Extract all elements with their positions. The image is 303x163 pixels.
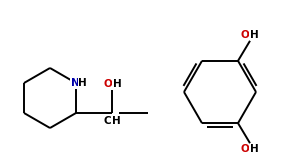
Text: H: H <box>112 116 121 126</box>
Text: H: H <box>78 78 87 88</box>
Text: O: O <box>240 144 249 154</box>
Text: C: C <box>103 116 111 126</box>
Text: H: H <box>250 144 259 154</box>
Text: H: H <box>113 79 122 89</box>
Text: O: O <box>240 30 249 40</box>
Text: H: H <box>250 30 259 40</box>
Text: N: N <box>71 78 79 88</box>
Text: O: O <box>103 79 112 89</box>
